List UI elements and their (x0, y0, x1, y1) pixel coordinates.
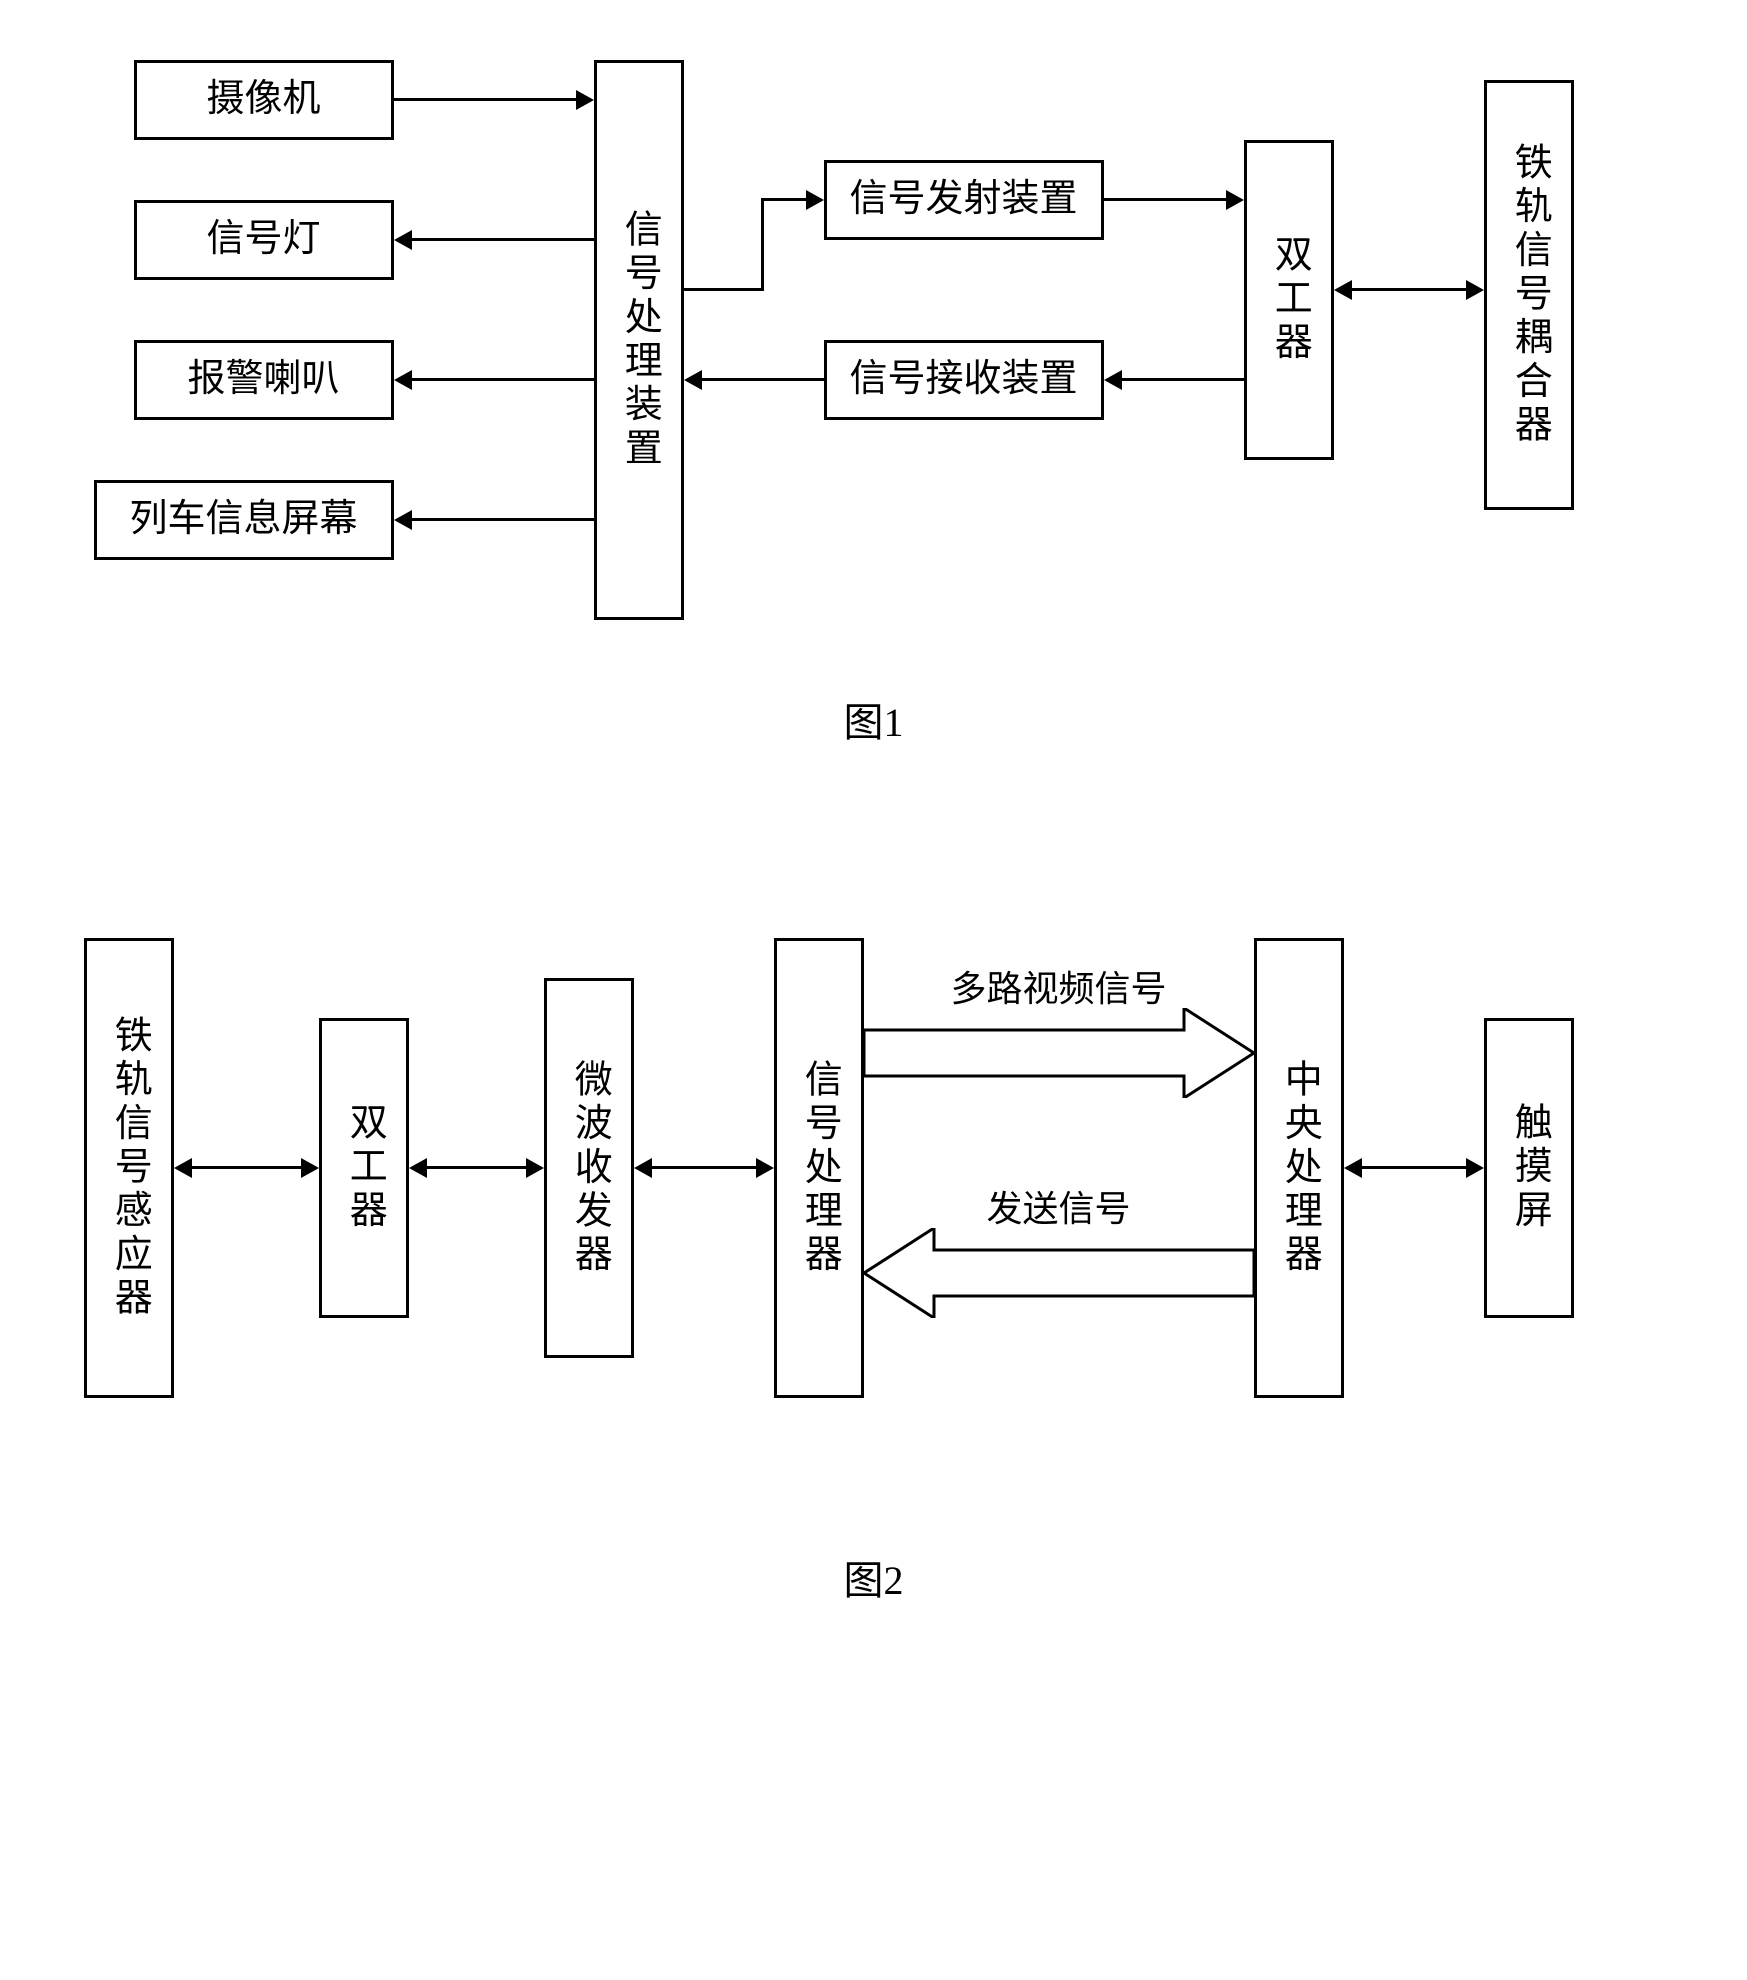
arrow-head (576, 90, 594, 110)
box-microwave: 微波收发器 (544, 978, 634, 1358)
arrow-camera-to-proc (394, 98, 576, 101)
arrow-head (174, 1158, 192, 1178)
arrow-cpu-touch (1362, 1166, 1466, 1169)
arrow-tx-to-dup (1104, 198, 1226, 201)
arrow-proc-to-light (412, 238, 594, 241)
arrow-proc-to-alarm (412, 378, 594, 381)
label-cpu: 中央处理器 (1274, 1059, 1323, 1278)
label-duplexer-2: 双工器 (339, 1102, 388, 1233)
block-arrow-video: 多路视频信号 (864, 1008, 1254, 1098)
label-touch: 触摸屏 (1504, 1102, 1553, 1233)
label-duplexer: 双工器 (1264, 234, 1313, 365)
arrow-head (1104, 370, 1122, 390)
arrow-dup-coupler (1352, 288, 1466, 291)
figure-1-caption: 图1 (60, 690, 1687, 748)
box-rail-sensor: 铁轨信号感应器 (84, 938, 174, 1398)
arrow-head (1334, 280, 1352, 300)
block-arrow-send: 发送信号 (864, 1228, 1254, 1318)
figure-2: 铁轨信号感应器 双工器 微波收发器 信号处理器 中央处理器 触摸屏 (64, 898, 1684, 1518)
box-train-screen: 列车信息屏幕 (94, 480, 394, 560)
label-tx: 信号发射装置 (849, 175, 1077, 224)
label-signal-light: 信号灯 (206, 215, 320, 264)
box-duplexer-2: 双工器 (319, 1018, 409, 1318)
box-signal-light: 信号灯 (134, 200, 394, 280)
arrow-proc-to-screen (412, 518, 594, 521)
arrow-head (1226, 190, 1244, 210)
arrow-head (1344, 1158, 1362, 1178)
arrow-proc-to-tx-seg2 (761, 200, 764, 291)
box-sig-proc-2: 信号处理器 (774, 938, 864, 1398)
arrow-head (526, 1158, 544, 1178)
label-rx: 信号接收装置 (849, 355, 1077, 404)
figure-2-caption: 图2 (60, 1548, 1687, 1606)
figure-1: 摄像机 信号灯 报警喇叭 列车信息屏幕 信号处理装置 信号发射装置 信号接收装置… (64, 40, 1684, 660)
arrow-head (409, 1158, 427, 1178)
box-rx: 信号接收装置 (824, 340, 1104, 420)
box-camera: 摄像机 (134, 60, 394, 140)
arrow-head (394, 370, 412, 390)
box-cpu: 中央处理器 (1254, 938, 1344, 1398)
label-alarm: 报警喇叭 (187, 355, 339, 404)
arrow-head (684, 370, 702, 390)
box-coupler: 铁轨信号耦合器 (1484, 80, 1574, 510)
arrow-head (1466, 1158, 1484, 1178)
box-signal-processor: 信号处理装置 (594, 60, 684, 620)
box-alarm: 报警喇叭 (134, 340, 394, 420)
label-sig-proc-2: 信号处理器 (794, 1059, 843, 1278)
box-touch: 触摸屏 (1484, 1018, 1574, 1318)
label-camera: 摄像机 (206, 75, 320, 124)
arrow-head (394, 230, 412, 250)
arrow-micro-sigproc (652, 1166, 756, 1169)
label-microwave: 微波收发器 (564, 1059, 613, 1278)
block-arrow-send-label: 发送信号 (986, 1189, 1130, 1229)
box-duplexer: 双工器 (1244, 140, 1334, 460)
arrow-sensor-dup (192, 1166, 301, 1169)
block-arrow-video-label: 多路视频信号 (950, 969, 1166, 1009)
label-train-screen: 列车信息屏幕 (129, 495, 357, 544)
box-tx: 信号发射装置 (824, 160, 1104, 240)
arrow-rx-to-proc (702, 378, 824, 381)
caption-text: 图2 (844, 1558, 904, 1603)
arrow-head (1466, 280, 1484, 300)
arrow-head (634, 1158, 652, 1178)
label-rail-sensor: 铁轨信号感应器 (104, 1015, 153, 1321)
arrow-proc-to-tx-seg3 (761, 198, 806, 201)
arrow-proc-to-tx-seg1 (684, 288, 764, 291)
label-signal-processor: 信号处理装置 (614, 209, 663, 471)
arrow-head (394, 510, 412, 530)
arrow-dup-micro (427, 1166, 526, 1169)
arrow-head (806, 190, 824, 210)
arrow-dup-to-rx (1122, 378, 1244, 381)
label-coupler: 铁轨信号耦合器 (1504, 142, 1553, 448)
arrow-head (756, 1158, 774, 1178)
caption-text: 图1 (844, 700, 904, 745)
arrow-head (301, 1158, 319, 1178)
